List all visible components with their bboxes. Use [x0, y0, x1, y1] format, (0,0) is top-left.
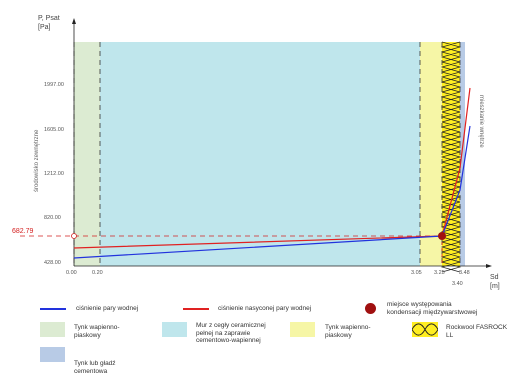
legend-layer5-line1: Tynk lub gładź — [74, 360, 116, 367]
legend-condensation-label: miejsce występowania kondensacji międzyw… — [387, 301, 477, 316]
legend-condensation-line1: miejsce występowania — [387, 301, 452, 308]
legend-layer2-line2: pełnej na zaprawie — [196, 329, 251, 337]
y-tick-label: 1212.00 — [44, 171, 64, 177]
x-tick-label: 3.05 — [411, 270, 422, 276]
x-axis-arrow — [486, 264, 492, 268]
legend-layer4-label: Rockwool FASROCK LL — [446, 324, 507, 339]
x-tick-label: 0.20 — [92, 270, 103, 276]
vapour-pressure-line — [73, 125, 471, 259]
legend-layer1-line2: piaskowy — [74, 331, 101, 339]
legend-saturated-label: ciśnienie nasyconej pary wodnej — [218, 305, 312, 312]
legend-layer2-swatch — [162, 322, 187, 337]
condensation-value-label: 682.79 — [12, 228, 34, 235]
y-tick-label: 820.00 — [44, 215, 61, 221]
band-plaster-inner — [420, 42, 442, 266]
band-plaster-outer — [74, 42, 100, 266]
legend-layer3-line2: piaskowy — [325, 331, 352, 339]
x-axis-title-line2: [m] — [490, 283, 500, 290]
x-tick-label: 3.48 — [459, 270, 470, 276]
legend-layer3-label: Tynk wapienno- piaskowy — [325, 324, 371, 339]
y-axis-arrow — [72, 18, 76, 24]
inside-environment-label: mieszkanie wnętrze — [478, 95, 484, 148]
legend-layer2-line3: cementowo-wapiennej — [196, 337, 261, 344]
legend-layer5-line2: cementowa — [74, 367, 108, 375]
x-tick-label: 3.25 — [434, 270, 445, 276]
legend-vapour-swatch — [40, 308, 66, 310]
x-axis-title-line1: Sd — [490, 274, 499, 281]
legend-layer1-swatch — [40, 322, 65, 337]
legend-layer1-line1: Tynk wapienno- — [74, 324, 120, 331]
legend-layer2-line1: Mur z cegły ceramicznej — [196, 322, 266, 329]
legend-layer4-pattern — [412, 323, 438, 336]
saturated-pressure-line — [73, 87, 471, 249]
y-tick-label: 1997.00 — [44, 82, 64, 88]
legend-layer5-label: Tynk lub gładź cementowa — [74, 360, 116, 375]
y-tick-label: 1605.00 — [44, 127, 64, 133]
legend-layer3-swatch — [290, 322, 315, 337]
legend-layer4-line2: LL — [446, 331, 454, 339]
y-tick-label: 428.00 — [44, 260, 61, 266]
x-tick-label: 3.40 — [452, 281, 463, 287]
band-brick — [100, 42, 420, 266]
legend-layer1-label: Tynk wapienno- piaskowy — [74, 324, 120, 339]
legend-layer2-label: Mur z cegły ceramicznej pełnej na zapraw… — [196, 322, 266, 345]
legend-saturated-swatch — [183, 308, 209, 310]
y-axis-title-line2: [Pa] — [38, 24, 51, 31]
x-tick-label: 0.00 — [66, 270, 77, 276]
legend-condensation-dot — [365, 303, 376, 314]
y-axis-title-line1: P, Psat — [38, 15, 60, 22]
legend-condensation-line2: kondensacji międzywarstwowej — [387, 308, 478, 316]
legend-layer4-line1: Rockwool FASROCK — [446, 324, 508, 331]
condensation-point — [438, 232, 446, 240]
band-finish — [460, 42, 465, 266]
legend-layer3-line1: Tynk wapienno- — [325, 324, 371, 331]
legend-vapour-label: ciśnienie pary wodnej — [76, 305, 139, 312]
legend-layer4-swatch — [412, 322, 438, 337]
y-axis-marker — [71, 233, 77, 239]
outside-environment-label: środowisko zewnętrzne — [34, 129, 40, 192]
legend-layer5-swatch — [40, 347, 65, 362]
